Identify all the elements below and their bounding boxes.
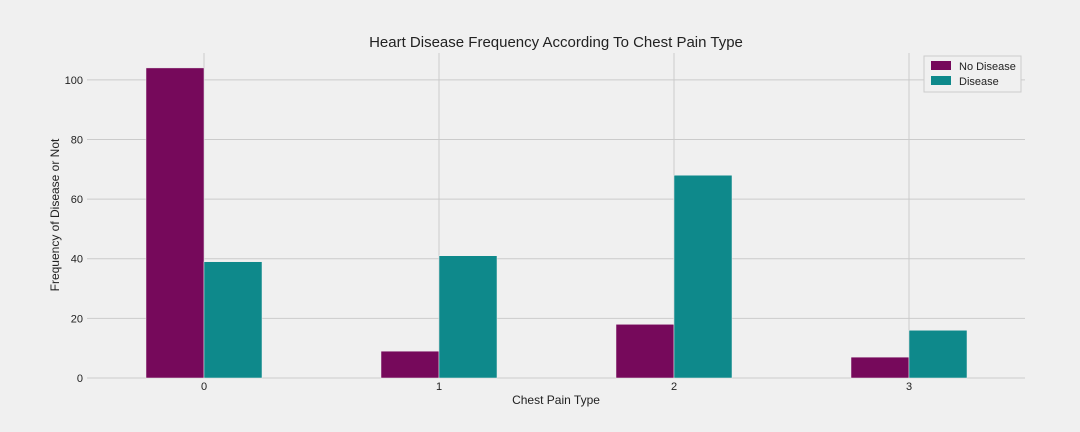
y-tick-label: 40 <box>71 254 83 266</box>
chart-title: Heart Disease Frequency According To Che… <box>369 34 743 51</box>
bar-disease-1 <box>438 255 498 379</box>
bar-no-disease-0 <box>145 67 205 379</box>
bar-no-disease-1 <box>380 350 440 379</box>
x-axis-ticks: 0 1 2 3 <box>201 381 912 393</box>
legend-label-disease: Disease <box>959 76 999 88</box>
legend-swatch-disease <box>931 76 951 85</box>
x-tick-label: 2 <box>671 381 677 393</box>
x-tick-label: 0 <box>201 381 207 393</box>
legend-swatch-no-disease <box>931 61 951 70</box>
legend-label-no-disease: No Disease <box>959 61 1016 73</box>
y-tick-label: 0 <box>77 373 83 385</box>
x-axis-label: Chest Pain Type <box>512 393 600 407</box>
legend: No Disease Disease <box>923 55 1022 93</box>
y-axis-label: Frequency of Disease or Not <box>48 138 62 291</box>
x-tick-label: 1 <box>436 381 442 393</box>
y-tick-label: 60 <box>71 194 83 206</box>
bar-disease-3 <box>908 330 968 379</box>
y-tick-label: 20 <box>71 313 83 325</box>
y-tick-label: 100 <box>65 75 83 87</box>
bar-no-disease-2 <box>615 324 675 379</box>
bar-disease-2 <box>673 174 733 379</box>
x-tick-label: 3 <box>906 381 912 393</box>
bar-disease-0 <box>203 261 263 379</box>
y-tick-label: 80 <box>71 134 83 146</box>
y-axis-ticks: 0 20 40 60 80 100 <box>65 75 83 385</box>
bars <box>145 67 968 379</box>
bar-no-disease-3 <box>850 356 910 379</box>
